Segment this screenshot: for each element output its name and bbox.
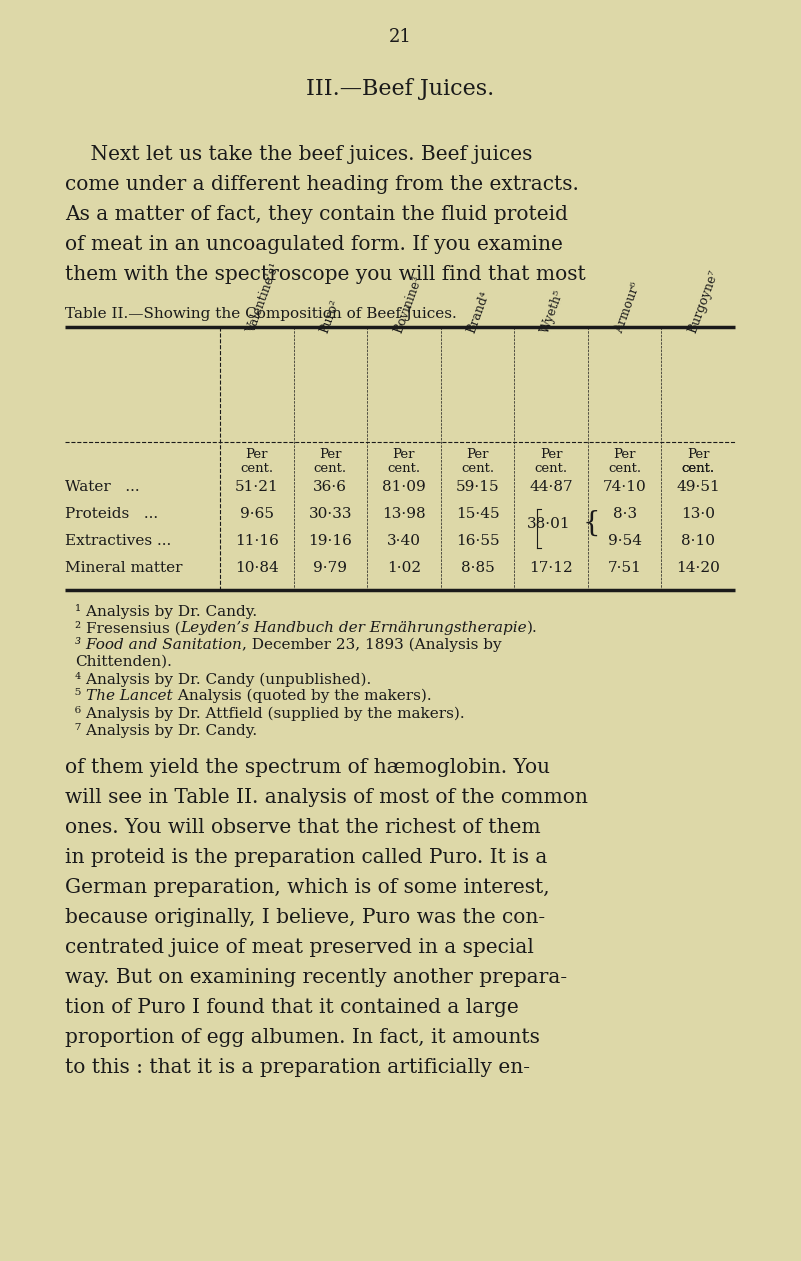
Text: cent.: cent. — [534, 462, 568, 475]
Text: Analysis (quoted by the makers).: Analysis (quoted by the makers). — [173, 689, 432, 704]
Text: 10·84: 10·84 — [235, 561, 279, 575]
Text: Burgoyne⁷: Burgoyne⁷ — [686, 269, 721, 335]
Text: Extractives ...: Extractives ... — [65, 533, 171, 549]
Text: 9·54: 9·54 — [608, 533, 642, 549]
Text: Per: Per — [392, 448, 415, 462]
Text: 3·40: 3·40 — [387, 533, 421, 549]
Text: Per: Per — [246, 448, 268, 462]
Text: , December 23, 1893 (Analysis by: , December 23, 1893 (Analysis by — [242, 638, 501, 652]
Text: {: { — [582, 509, 600, 537]
Text: III.—Beef Juices.: III.—Beef Juices. — [306, 78, 495, 100]
Text: cent.: cent. — [682, 462, 714, 475]
Text: Puro²: Puro² — [318, 298, 342, 335]
Text: of meat in an uncoagulated form. If you examine: of meat in an uncoagulated form. If you … — [65, 235, 563, 253]
Text: proportion of egg albumen. In fact, it amounts: proportion of egg albumen. In fact, it a… — [65, 1028, 540, 1047]
Text: Per: Per — [540, 448, 562, 462]
Text: 21: 21 — [389, 28, 412, 45]
Text: Per: Per — [466, 448, 489, 462]
Text: 9·79: 9·79 — [313, 561, 348, 575]
Text: 74·10: 74·10 — [603, 480, 646, 494]
Text: Per: Per — [614, 448, 636, 462]
Text: ³ Food and Sanitation: ³ Food and Sanitation — [75, 638, 242, 652]
Text: 44·87: 44·87 — [529, 480, 573, 494]
Text: 51·21: 51·21 — [235, 480, 279, 494]
Text: Per: Per — [687, 448, 710, 462]
Text: 8·10: 8·10 — [681, 533, 715, 549]
Text: 38·01: 38·01 — [527, 517, 571, 531]
Text: Valentine's¹: Valentine's¹ — [244, 261, 282, 335]
Text: cent.: cent. — [314, 462, 347, 475]
Text: 8·85: 8·85 — [461, 561, 494, 575]
Text: 49·51: 49·51 — [676, 480, 720, 494]
Text: 14·20: 14·20 — [676, 561, 720, 575]
Text: ⁴ Analysis by Dr. Candy (unpublished).: ⁴ Analysis by Dr. Candy (unpublished). — [75, 672, 371, 687]
Text: Next let us take the beef juices. Beef juices: Next let us take the beef juices. Beef j… — [65, 145, 533, 164]
Text: 19·16: 19·16 — [308, 533, 352, 549]
Text: 59·15: 59·15 — [456, 480, 499, 494]
Text: ⁵: ⁵ — [75, 689, 87, 702]
Text: As a matter of fact, they contain the fluid proteid: As a matter of fact, they contain the fl… — [65, 206, 568, 224]
Text: ⁷ Analysis by Dr. Candy.: ⁷ Analysis by Dr. Candy. — [75, 723, 257, 738]
Text: Brand⁴: Brand⁴ — [465, 289, 493, 335]
Text: Leyden’s Handbuch der Ernährungstherapie: Leyden’s Handbuch der Ernährungstherapie — [180, 620, 527, 636]
Text: in proteid is the preparation called Puro. It is a: in proteid is the preparation called Pur… — [65, 847, 547, 868]
Text: them with the spectroscope you will find that most: them with the spectroscope you will find… — [65, 265, 586, 284]
Text: cent.: cent. — [461, 462, 494, 475]
Text: because originally, I believe, Puro was the con-: because originally, I believe, Puro was … — [65, 908, 545, 927]
Text: ).: ). — [527, 620, 538, 636]
Text: 9·65: 9·65 — [239, 507, 274, 521]
Text: Mineral matter: Mineral matter — [65, 561, 183, 575]
Text: Armour⁶: Armour⁶ — [613, 280, 643, 335]
Text: cent.: cent. — [388, 462, 421, 475]
Text: 8·3: 8·3 — [613, 507, 637, 521]
Text: to this : that it is a preparation artificially en-: to this : that it is a preparation artif… — [65, 1058, 530, 1077]
Text: ⁶ Analysis by Dr. Attfield (supplied by the makers).: ⁶ Analysis by Dr. Attfield (supplied by … — [75, 706, 465, 721]
Text: 81·09: 81·09 — [382, 480, 426, 494]
Text: 11·16: 11·16 — [235, 533, 279, 549]
Text: Per: Per — [319, 448, 341, 462]
Text: 30·33: 30·33 — [308, 507, 352, 521]
Text: The Lancet: The Lancet — [87, 689, 173, 702]
Text: tion of Puro I found that it contained a large: tion of Puro I found that it contained a… — [65, 997, 519, 1018]
Text: 15·45: 15·45 — [456, 507, 499, 521]
Text: 13·0: 13·0 — [681, 507, 715, 521]
Text: Chittenden).: Chittenden). — [75, 654, 172, 670]
Text: come under a different heading from the extracts.: come under a different heading from the … — [65, 175, 579, 194]
Text: 1·02: 1·02 — [387, 561, 421, 575]
Text: ¹ Analysis by Dr. Candy.: ¹ Analysis by Dr. Candy. — [75, 604, 257, 619]
Text: 36·6: 36·6 — [313, 480, 348, 494]
Text: 7·51: 7·51 — [608, 561, 642, 575]
Text: cent.: cent. — [682, 462, 714, 475]
Text: ones. You will observe that the richest of them: ones. You will observe that the richest … — [65, 818, 541, 837]
Text: will see in Table II. analysis of most of the common: will see in Table II. analysis of most o… — [65, 788, 588, 807]
Text: Bovinine³: Bovinine³ — [392, 274, 425, 335]
Text: cent.: cent. — [240, 462, 273, 475]
Text: centrated juice of meat preserved in a special: centrated juice of meat preserved in a s… — [65, 938, 534, 957]
Text: Table II.—Showing the Composition of Beef Juices.: Table II.—Showing the Composition of Bee… — [65, 306, 457, 322]
Text: cent.: cent. — [608, 462, 642, 475]
Text: 13·98: 13·98 — [382, 507, 426, 521]
Text: Wyeth⁵: Wyeth⁵ — [539, 288, 566, 335]
Text: 16·55: 16·55 — [456, 533, 499, 549]
Text: 17·12: 17·12 — [529, 561, 573, 575]
Text: way. But on examining recently another prepara-: way. But on examining recently another p… — [65, 968, 567, 987]
Text: Proteids   ...: Proteids ... — [65, 507, 158, 521]
Text: of them yield the spectrum of hæmoglobin. You: of them yield the spectrum of hæmoglobin… — [65, 758, 550, 777]
Text: ² Fresensius (: ² Fresensius ( — [75, 620, 180, 636]
Text: Water   ...: Water ... — [65, 480, 139, 494]
Text: German preparation, which is of some interest,: German preparation, which is of some int… — [65, 878, 549, 897]
